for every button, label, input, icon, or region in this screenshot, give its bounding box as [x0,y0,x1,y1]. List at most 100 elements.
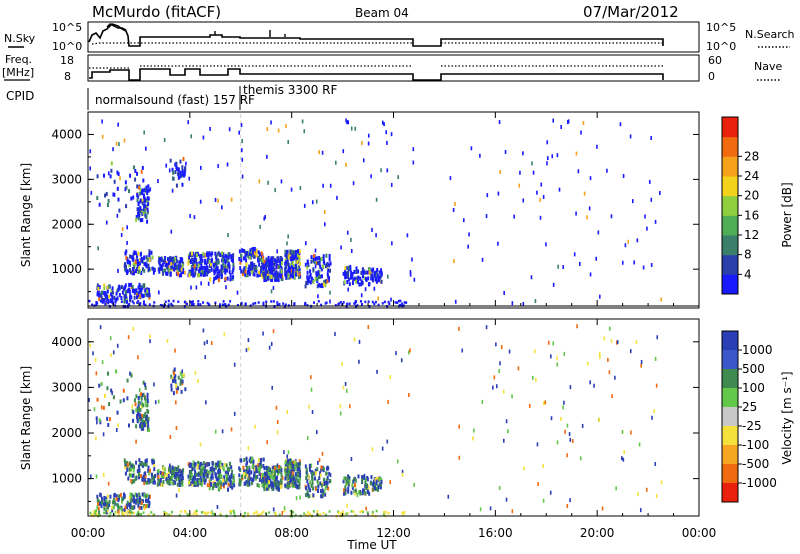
echo-point [270,474,273,479]
echo-point [376,267,379,272]
echo-point [129,298,132,303]
echo-point [287,268,290,273]
echo-point [366,270,369,275]
echo-point [136,413,139,418]
echo-point [306,265,309,270]
echo-point [179,174,182,179]
echo-point [563,400,565,405]
echo-point [214,429,217,434]
echo-point [136,511,139,515]
echo-point [269,263,272,268]
echo-point [265,261,268,266]
echo-point [277,468,280,473]
power-colorbar-swatches [722,117,738,295]
echo-point [243,481,246,486]
echo-point [119,492,122,497]
echo-point [499,169,502,174]
echo-point [147,188,150,193]
echo-point [279,273,282,278]
echo-point [202,466,205,471]
echo-point [556,356,559,361]
echo-point [183,300,186,304]
echo-point [241,474,244,479]
echo-point [145,214,148,219]
echo-point [252,271,255,276]
echo-point [202,135,205,140]
cpid-entry-1: normalsound (fast) 157 RF [95,93,255,107]
x-axis-title: Time UT [346,538,397,552]
echo-point [125,204,128,209]
echo-point [94,358,97,363]
echo-point [318,256,321,261]
echo-point [239,479,242,484]
echo-point [655,383,658,388]
echo-point [298,257,301,262]
echo-point [132,326,135,331]
echo-point [141,477,144,482]
echo-point [217,275,220,280]
echo-point [208,470,211,475]
echo-point [546,161,548,166]
echo-point [239,266,242,271]
echo-point [560,125,562,130]
echo-point [569,437,572,442]
echo-point [307,485,310,490]
echo-point [608,370,611,375]
echo-point [219,252,222,257]
echo-point [110,288,113,293]
echo-point [115,141,118,146]
echo-point [238,130,241,135]
echo-point [386,168,389,173]
echo-point [226,162,229,167]
echo-point [248,255,251,260]
echo-point [240,269,243,274]
echo-point [328,257,331,262]
echo-point [105,503,108,508]
echo-point [170,387,173,392]
echo-point [245,469,248,474]
echo-point [321,264,324,269]
echo-point [130,196,133,201]
echo-point [106,289,109,294]
echo-point [320,494,323,499]
echo-point [383,300,386,304]
echo-point [204,253,207,258]
echo-point [274,480,277,485]
echo-point [158,290,160,295]
echo-point [195,509,198,513]
echo-point [144,459,147,464]
echo-point [240,123,243,128]
echo-point [305,470,308,475]
echo-point [341,362,343,367]
freq-tick-high: 18 [60,54,74,67]
echo-point [306,489,309,494]
echo-point [409,269,412,274]
colorbar-tick-label: 8 [744,248,752,262]
echo-point [204,272,207,277]
echo-point [319,473,322,478]
echo-point [349,404,351,409]
echo-point [403,301,406,304]
echo-point [130,478,132,483]
echo-point [291,261,294,266]
echo-point [142,302,145,306]
colorbar-tick-label: -500 [742,457,769,471]
echo-point [158,269,161,274]
echo-point [292,250,295,255]
echo-point [246,251,249,256]
echo-point [294,513,297,517]
echo-point [128,282,131,287]
echo-point [252,254,255,259]
echo-point [289,512,292,516]
echo-point [317,484,320,489]
echo-point [136,193,139,198]
echo-point [573,252,576,257]
echo-point [346,280,349,285]
echo-point [103,495,106,500]
echo-point [226,276,229,281]
echo-point [153,301,156,304]
echo-point [132,418,135,423]
echo-point [106,510,109,513]
echo-point [380,480,383,485]
